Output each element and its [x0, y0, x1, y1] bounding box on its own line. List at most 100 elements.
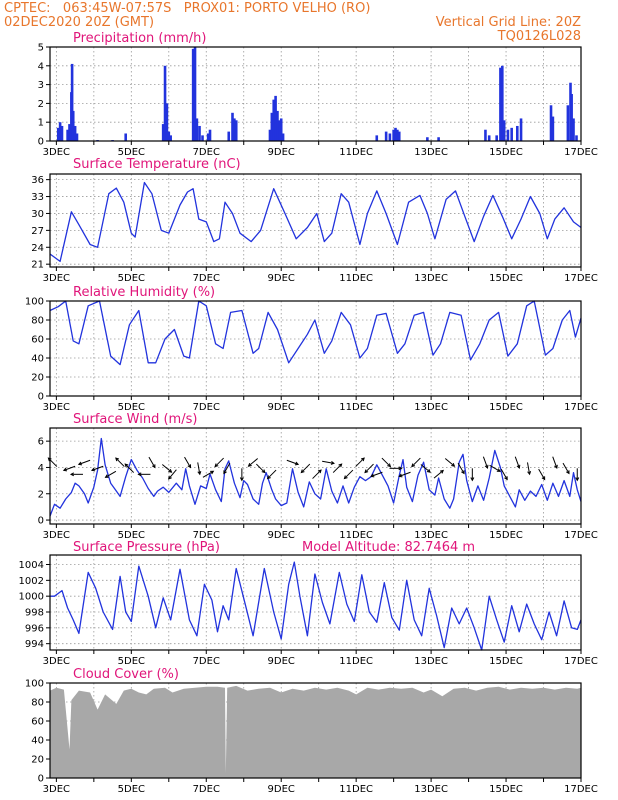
- surface-temperature-xtick-label: 17DEC: [564, 273, 598, 284]
- wind-arrow: [527, 462, 532, 476]
- precip-bar: [510, 127, 513, 141]
- precip-bar: [487, 135, 491, 141]
- header-run-date: 02DEC2020 20Z (GMT): [4, 15, 154, 30]
- surface-pressure-xtick-label: 15DEC: [489, 656, 523, 667]
- surface-wind-xtick-label: 11DEC: [339, 530, 373, 541]
- surface-pressure-xtick-label: 7DEC: [193, 656, 220, 667]
- surface-wind-xtick-label: 5DEC: [118, 530, 145, 541]
- precip-bar: [394, 127, 397, 141]
- surface-pressure-title: Surface Pressure (hPa): [73, 540, 220, 555]
- cloud-cover-xtick-label: 3DEC: [43, 784, 70, 795]
- relative-humidity-ytick-label: 0: [38, 392, 44, 403]
- surface-temperature-ytick-label: 36: [31, 175, 44, 186]
- wind-arrow: [266, 469, 277, 480]
- wind-arrow: [322, 460, 335, 465]
- precipitation-ytick-label: 4: [38, 61, 44, 72]
- relative-humidity-xtick-label: 17DEC: [564, 402, 598, 413]
- wind-arrow: [562, 462, 570, 475]
- precipitation-xtick-label: 5DEC: [118, 147, 145, 158]
- precip-bar: [392, 129, 395, 141]
- cloud-cover-ytick-label: 40: [31, 736, 44, 747]
- precip-bar: [167, 131, 171, 141]
- surface-wind-xtick-label: 9DEC: [268, 530, 295, 541]
- precip-bar: [60, 125, 64, 141]
- surface-temperature-xtick-label: 5DEC: [118, 273, 145, 284]
- relative-humidity-line: [49, 300, 582, 366]
- precip-bar: [437, 137, 440, 141]
- wind-arrow: [247, 458, 259, 467]
- wind-arrow: [398, 471, 411, 478]
- surface-wind-xtick-label: 15DEC: [489, 530, 523, 541]
- surface-temperature-xtick-label: 11DEC: [339, 273, 373, 284]
- precip-bar: [375, 135, 379, 141]
- cloud-cover-xtick-label: 9DEC: [268, 784, 295, 795]
- wind-arrow: [343, 469, 354, 480]
- precip-bar: [231, 112, 234, 141]
- relative-humidity-xtick-label: 3DEC: [43, 402, 70, 413]
- relative-humidity-xtick-label: 7DEC: [193, 402, 220, 413]
- surface-pressure-line: [50, 561, 582, 651]
- surface-temperature-ytick-label: 33: [31, 192, 44, 203]
- header-vertical-grid: Vertical Grid Line: 20Z: [436, 15, 581, 30]
- wind-arrow: [256, 463, 266, 474]
- precipitation-ytick-label: 1: [38, 118, 44, 129]
- precip-bar: [384, 131, 388, 141]
- surface-temperature-ytick-label: 24: [31, 243, 44, 254]
- relative-humidity-xtick-label: 15DEC: [489, 402, 523, 413]
- precipitation-panel: Precipitation (mm/h) 0 1 2 3 4 5 3DEC 5DEC 7DEC 9D…: [38, 31, 598, 158]
- precip-bar: [270, 112, 274, 141]
- surface-temperature-panel: Surface Temperature (nC) 21 24 27 30 33 36 3DEC…: [31, 157, 598, 284]
- surface-wind-ytick-label: 2: [38, 489, 44, 500]
- precip-bar: [165, 103, 169, 141]
- surface-wind-xtick-label: 17DEC: [564, 530, 598, 541]
- wind-arrow: [104, 470, 117, 478]
- surface-pressure-xtick-label: 17DEC: [564, 656, 598, 667]
- precip-bar: [426, 137, 429, 141]
- wind-arrow: [300, 463, 311, 474]
- surface-pressure-xtick-label: 13DEC: [414, 656, 448, 667]
- wind-arrow: [482, 456, 489, 469]
- cloud-cover-xtick-label: 7DEC: [193, 784, 220, 795]
- precipitation-xtick-label: 11DEC: [339, 147, 373, 158]
- precipitation-xtick-label: 7DEC: [193, 147, 220, 158]
- relative-humidity-ytick-label: 80: [31, 316, 44, 327]
- surface-pressure-ytick-label: 1004: [19, 560, 44, 571]
- precip-bar: [484, 129, 487, 141]
- model-altitude-label: Model Altitude: 82.7464 m: [302, 540, 475, 555]
- wind-arrow: [124, 463, 135, 473]
- precip-bar: [506, 129, 510, 141]
- header-model-code: TQ0126L028: [497, 29, 581, 44]
- precipitation-ytick-label: 0: [38, 137, 44, 148]
- wind-arrow: [411, 457, 421, 468]
- surface-temperature-ytick-label: 27: [31, 226, 44, 237]
- surface-temperature-frame: [49, 173, 582, 268]
- precipitation-ytick-label: 2: [38, 99, 44, 110]
- wind-arrow: [444, 458, 456, 467]
- precip-bar: [234, 120, 238, 141]
- precip-bar: [272, 99, 276, 141]
- wind-arrow: [500, 468, 508, 481]
- relative-humidity-xtick-label: 5DEC: [118, 402, 145, 413]
- precip-bar: [227, 131, 231, 141]
- precip-bar: [58, 122, 62, 141]
- wind-arrow: [184, 456, 192, 469]
- surface-wind-title: Surface Wind (m/s): [73, 412, 197, 427]
- precip-bar: [388, 133, 392, 141]
- precip-bar: [201, 135, 204, 141]
- wind-arrow: [312, 469, 322, 479]
- surface-pressure-xtick-label: 3DEC: [43, 656, 70, 667]
- precip-bar: [278, 120, 281, 141]
- cloud-cover-ytick-label: 100: [25, 679, 44, 690]
- surface-pressure-ytick-label: 994: [25, 639, 44, 650]
- precip-bar: [276, 110, 279, 141]
- cloud-cover-panel: Cloud Cover (%) 0 20 40 60 80 100 3DEC 5DEC 7DEC 9…: [25, 667, 598, 795]
- wind-arrow: [168, 469, 177, 480]
- wind-arrow: [470, 468, 475, 482]
- precip-bar: [233, 118, 236, 141]
- surface-wind-line: [49, 437, 582, 517]
- cloud-cover-title: Cloud Cover (%): [73, 667, 179, 682]
- precipitation-xtick-label: 15DEC: [489, 147, 523, 158]
- precip-bar: [572, 118, 575, 141]
- relative-humidity-panel: Relative Humidity (%) 0 20 40 60 80 100 3DEC 5DE…: [25, 285, 598, 413]
